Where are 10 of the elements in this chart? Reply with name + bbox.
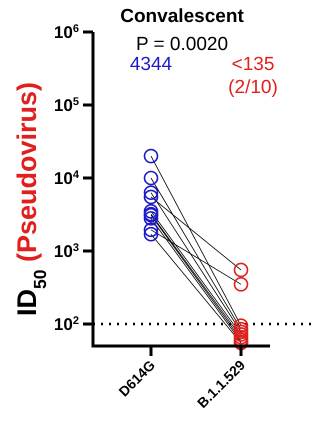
annotation: 4344 <box>130 54 173 75</box>
annotation: (2/10) <box>228 77 278 98</box>
y-tick-label: 10$^{4}$ <box>54 168 80 188</box>
chart-title: Convalescent <box>120 6 244 27</box>
y-tick-label: 10$^{5}$ <box>54 96 79 115</box>
annotation: <135 <box>232 54 274 75</box>
y-tick-label: 10$^{3}$ <box>54 242 79 261</box>
y-tick-label: 10$^{6}$ <box>54 22 79 42</box>
y-tick-label: 10$^{2}$ <box>54 314 79 334</box>
annotation: P = 0.0020 <box>136 34 228 55</box>
